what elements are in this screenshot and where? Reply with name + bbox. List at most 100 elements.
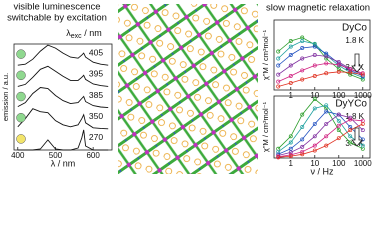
legend-label: 270 xyxy=(89,132,103,142)
data-point xyxy=(360,71,365,76)
series-line xyxy=(278,62,363,82)
data-point xyxy=(324,103,329,108)
data-point xyxy=(288,140,293,145)
series-line xyxy=(17,108,109,130)
data-point xyxy=(276,155,281,160)
legend-marker xyxy=(16,134,26,144)
data-point xyxy=(300,77,305,82)
annotation: 1.8 K xyxy=(345,36,364,45)
legend-label: 350 xyxy=(89,111,103,121)
series-line xyxy=(17,87,109,109)
data-point xyxy=(288,53,293,57)
data-point xyxy=(360,128,365,133)
x-tick-label: 100 xyxy=(332,159,346,168)
data-point xyxy=(276,72,281,77)
data-point xyxy=(336,128,341,133)
legend-title: λexc / nm xyxy=(66,28,101,39)
data-point xyxy=(312,63,317,68)
data-point xyxy=(300,149,305,154)
series-line xyxy=(278,123,363,158)
data-point xyxy=(300,39,305,43)
x-tick-label: 1 xyxy=(289,159,294,168)
data-point xyxy=(312,41,317,46)
data-point xyxy=(312,121,317,126)
data-point xyxy=(288,44,293,49)
data-point xyxy=(312,44,317,49)
data-point xyxy=(360,137,365,142)
data-point xyxy=(300,56,305,61)
data-point xyxy=(312,148,317,153)
data-point xyxy=(312,97,317,102)
legend-label: 395 xyxy=(89,69,103,79)
data-point xyxy=(336,62,341,67)
panel-label: DyYCo xyxy=(335,99,367,110)
data-point xyxy=(324,61,329,66)
panel-label: DyCo xyxy=(342,23,367,34)
data-point xyxy=(288,74,293,78)
legend-marker xyxy=(16,91,26,102)
data-point xyxy=(360,143,365,148)
series-line xyxy=(17,129,109,151)
data-point xyxy=(348,70,353,75)
series-line xyxy=(277,37,363,80)
data-point xyxy=(360,121,365,126)
legend-title-part: exc xyxy=(71,33,82,40)
x-axis-label: λ / nm xyxy=(51,158,76,168)
data-point xyxy=(288,63,293,68)
x-tick-label: 10 xyxy=(310,159,319,168)
data-point xyxy=(276,79,281,84)
data-point xyxy=(276,49,281,54)
series-line xyxy=(277,98,363,150)
data-point xyxy=(288,150,293,155)
data-point xyxy=(336,123,341,128)
crystal-structure xyxy=(118,4,258,174)
data-point xyxy=(312,74,317,78)
temperature-arrows xyxy=(351,53,363,147)
data-point xyxy=(336,60,341,64)
data-point xyxy=(324,121,329,126)
data-point xyxy=(324,71,329,76)
annotation: 1.8 K xyxy=(345,112,364,121)
series-line xyxy=(277,54,363,75)
series-line xyxy=(17,44,109,66)
data-point xyxy=(336,112,341,117)
chart-title: switchable by excitation xyxy=(7,13,107,24)
legend-label: 405 xyxy=(89,47,103,57)
data-point xyxy=(348,128,353,133)
data-point xyxy=(324,51,329,56)
legend-title-part: λ xyxy=(66,28,71,38)
data-point xyxy=(300,137,305,142)
data-point xyxy=(312,106,317,111)
data-point xyxy=(276,84,281,89)
data-point xyxy=(288,146,293,151)
legend-label: 385 xyxy=(89,90,103,100)
data-point xyxy=(300,152,305,157)
data-point xyxy=(312,134,317,139)
data-point xyxy=(348,117,353,122)
data-point xyxy=(324,134,329,139)
data-point xyxy=(360,72,365,77)
y-axis-label: χ"M / cm³mol⁻¹ xyxy=(261,101,270,152)
data-point xyxy=(348,72,353,77)
page: {"chart_data": [ {"type": "line", "title… xyxy=(0,1,373,177)
data-point xyxy=(324,143,329,148)
data-point xyxy=(300,46,305,50)
series-line xyxy=(17,65,109,87)
chart-title: slow magnetic relaxation xyxy=(266,3,370,14)
legend-title-part: / nm xyxy=(82,28,102,38)
x-tick-label: 400 xyxy=(11,151,25,160)
series-line xyxy=(277,40,363,78)
data-point xyxy=(300,68,305,73)
x-axis-label: ν / Hz xyxy=(310,166,334,176)
data-point xyxy=(324,109,329,114)
data-point xyxy=(348,134,353,139)
legend-marker xyxy=(16,112,26,123)
data-point xyxy=(288,154,293,159)
legend-marker xyxy=(16,49,26,59)
data-point xyxy=(312,53,317,57)
data-point xyxy=(288,81,293,85)
data-point xyxy=(276,149,281,154)
